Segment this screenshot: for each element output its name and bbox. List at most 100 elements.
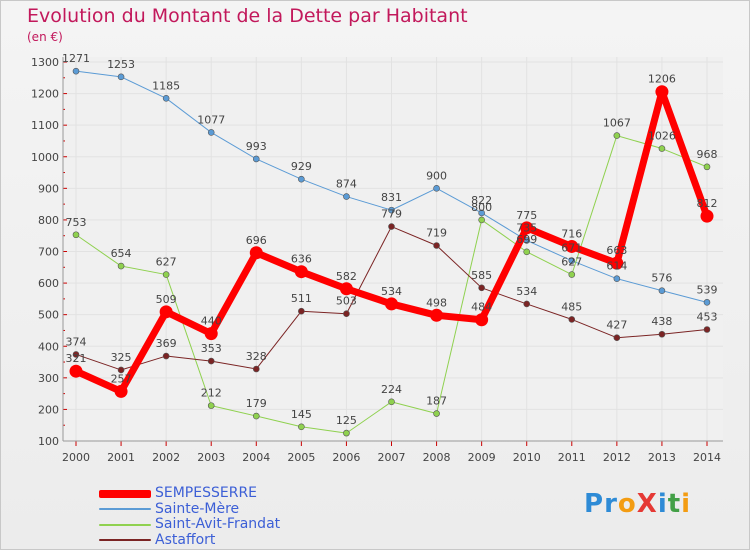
data-label-sainte-m-re: 1271 — [62, 52, 90, 65]
data-point-astaffort — [613, 334, 621, 342]
data-label-sainte-m-re: 1253 — [107, 58, 135, 71]
y-tick-label: 700 — [38, 246, 59, 259]
logo-letter: i — [681, 489, 692, 519]
data-point-sainte-m-re — [478, 209, 485, 217]
data-point-saint-avit-frandat — [703, 163, 711, 171]
x-tick-label: 2008 — [423, 451, 451, 464]
logo-letter: X — [636, 489, 658, 519]
data-label-saint-avit-frandat: 800 — [471, 201, 492, 214]
data-point-sainte-m-re — [433, 185, 440, 192]
data-label-sempesserre: 716 — [561, 227, 582, 240]
data-label-sempesserre: 582 — [336, 270, 357, 283]
y-tick-label: 600 — [38, 277, 59, 290]
data-label-astaffort: 534 — [516, 285, 537, 298]
data-point-sempesserre — [339, 282, 353, 296]
data-point-saint-avit-frandat — [568, 271, 576, 278]
data-point-sempesserre — [700, 209, 714, 223]
data-point-sempesserre — [655, 85, 669, 99]
data-label-sempesserre: 484 — [471, 301, 492, 314]
data-point-sempesserre — [385, 297, 398, 311]
data-label-astaffort: 438 — [651, 315, 672, 328]
x-tick-label: 2006 — [332, 451, 360, 464]
legend-label: Saint-Avit-Frandat — [155, 516, 281, 532]
y-tick-label: 200 — [38, 403, 59, 416]
legend-swatch — [99, 489, 151, 498]
data-label-astaffort: 719 — [426, 226, 447, 239]
data-point-sempesserre — [294, 265, 308, 279]
data-label-saint-avit-frandat: 968 — [697, 148, 718, 161]
data-label-sempesserre: 663 — [606, 244, 627, 257]
data-label-saint-avit-frandat: 699 — [516, 233, 537, 246]
data-point-sainte-m-re — [658, 287, 666, 294]
data-point-saint-avit-frandat — [207, 402, 215, 409]
logo-letter: t — [667, 489, 682, 519]
x-tick-label: 2003 — [197, 451, 225, 464]
data-point-astaffort — [207, 357, 215, 365]
y-tick-label: 1300 — [31, 56, 59, 69]
data-label-sempesserre: 321 — [66, 352, 87, 365]
data-point-sempesserre — [565, 239, 579, 253]
data-label-sainte-m-re: 900 — [426, 169, 447, 182]
y-tick-label: 100 — [38, 435, 59, 448]
data-point-astaffort — [388, 223, 395, 230]
data-label-saint-avit-frandat: 627 — [561, 256, 582, 269]
y-tick-label: 1100 — [31, 119, 59, 132]
y-tick-label: 800 — [38, 214, 59, 227]
x-tick-label: 2014 — [693, 451, 721, 464]
data-label-saint-avit-frandat: 753 — [66, 216, 87, 229]
legend-label: Astaffort — [155, 531, 216, 548]
data-point-saint-avit-frandat — [252, 412, 260, 420]
x-tick-label: 2011 — [558, 451, 586, 464]
data-point-astaffort — [343, 310, 350, 318]
legend-swatch — [99, 539, 151, 542]
data-point-saint-avit-frandat — [523, 248, 531, 256]
legend-item-saint-avit-frandat: Saint-Avit-Frandat — [99, 516, 281, 533]
data-label-sainte-m-re: 539 — [697, 283, 718, 296]
data-point-sainte-m-re — [72, 67, 80, 75]
data-point-sempesserre — [114, 384, 128, 398]
data-point-astaffort — [72, 351, 80, 358]
data-label-sempesserre: 775 — [516, 209, 537, 222]
data-point-sainte-m-re — [162, 95, 170, 102]
axes: 100 200 300 400 500 600 700 800 900 1000 1100 1200 1… — [31, 56, 723, 464]
data-point-saint-avit-frandat — [343, 429, 350, 437]
data-label-sainte-m-re: 735 — [516, 221, 537, 234]
data-label-saint-avit-frandat: 125 — [336, 414, 357, 427]
y-tick-label: 500 — [38, 309, 59, 322]
data-label-sempesserre: 636 — [291, 253, 312, 266]
plot-area — [63, 57, 723, 441]
data-label-saint-avit-frandat: 212 — [201, 387, 222, 400]
data-point-sainte-m-re — [252, 155, 260, 163]
data-label-sempesserre: 257 — [111, 372, 132, 385]
data-label-astaffort: 485 — [561, 300, 582, 313]
legend-swatch — [99, 523, 151, 526]
data-label-sempesserre: 509 — [156, 293, 177, 306]
data-label-sainte-m-re: 874 — [336, 178, 357, 191]
data-label-sempesserre: 812 — [697, 197, 718, 210]
data-label-sempesserre: 534 — [381, 285, 402, 298]
data-point-sainte-m-re — [207, 129, 215, 136]
data-label-sainte-m-re: 993 — [246, 140, 267, 153]
x-tick-label: 2010 — [513, 451, 541, 464]
data-point-saint-avit-frandat — [117, 262, 125, 270]
y-tick-label: 300 — [38, 372, 59, 385]
data-point-saint-avit-frandat — [478, 216, 485, 224]
data-label-saint-avit-frandat: 1067 — [603, 117, 631, 130]
logo-letter: i — [657, 489, 668, 519]
data-label-astaffort: 453 — [697, 311, 718, 324]
data-label-astaffort: 779 — [381, 208, 402, 221]
data-label-saint-avit-frandat: 1026 — [648, 130, 676, 143]
data-point-sempesserre — [159, 305, 173, 319]
series-lines — [69, 67, 714, 437]
data-label-saint-avit-frandat: 627 — [156, 256, 177, 269]
data-label-sainte-m-re: 929 — [291, 160, 312, 173]
x-tick-label: 2004 — [242, 451, 270, 464]
data-point-astaffort — [252, 365, 260, 373]
data-label-sainte-m-re: 1185 — [152, 79, 180, 92]
proxiti-logo: ProXiti — [584, 489, 691, 519]
data-point-sempesserre — [249, 246, 263, 260]
logo-letter: P — [584, 489, 605, 519]
x-tick-label: 2009 — [468, 451, 496, 464]
